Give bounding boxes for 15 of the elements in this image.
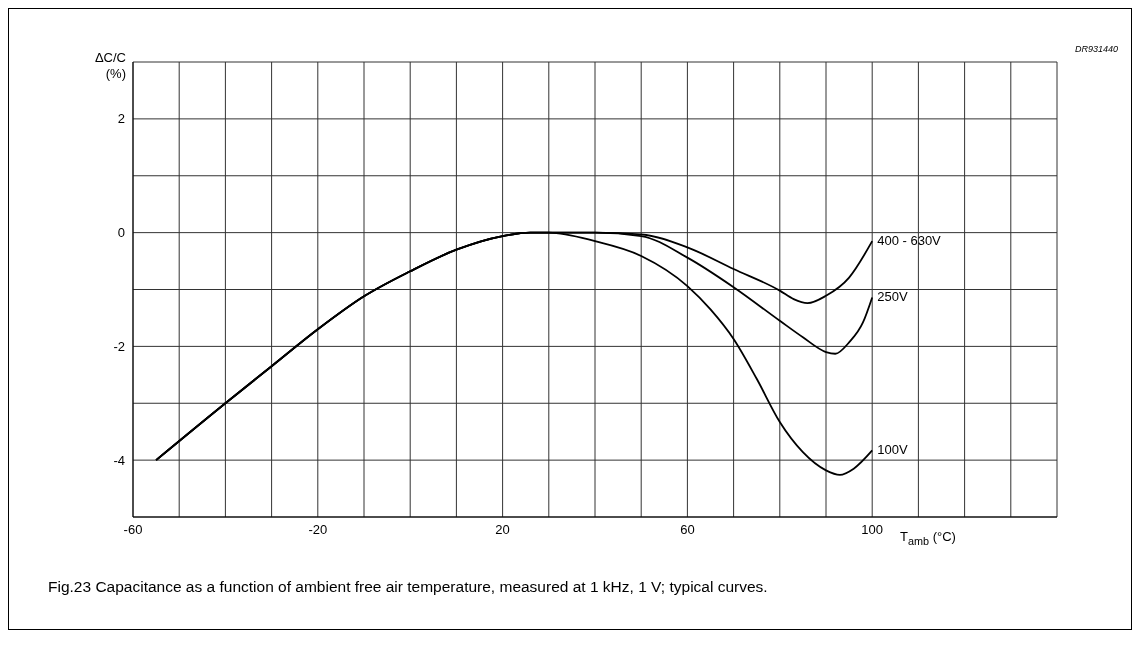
x-axis-title: T$_{amb}$ (°C)	[900, 529, 956, 547]
x-tick-label: -20	[308, 522, 328, 538]
series-label: 250V	[877, 289, 908, 305]
caption: Fig.23 Capacitance as a function of ambient free air temperature, measured at 1 kHz, 1 V; typical curves.	[48, 578, 768, 596]
x-tick-label: 20	[495, 522, 510, 538]
y-tick-label: -2	[113, 338, 125, 354]
y-axis-title: ΔC/C (%)	[93, 50, 126, 82]
x-tick-label: 60	[680, 522, 695, 538]
text: DR931440	[1074, 44, 1118, 54]
y-tick-label: 2	[117, 111, 125, 127]
y-tick-label: 0	[117, 225, 125, 241]
x-tick-label: -60	[123, 522, 143, 538]
y-tick-label: -4	[113, 452, 125, 468]
series-label: 100V	[877, 442, 908, 458]
x-tick-label: 100	[861, 522, 884, 538]
